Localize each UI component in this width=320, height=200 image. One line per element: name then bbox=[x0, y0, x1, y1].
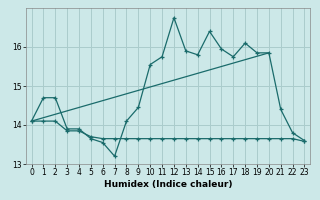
X-axis label: Humidex (Indice chaleur): Humidex (Indice chaleur) bbox=[104, 180, 232, 189]
